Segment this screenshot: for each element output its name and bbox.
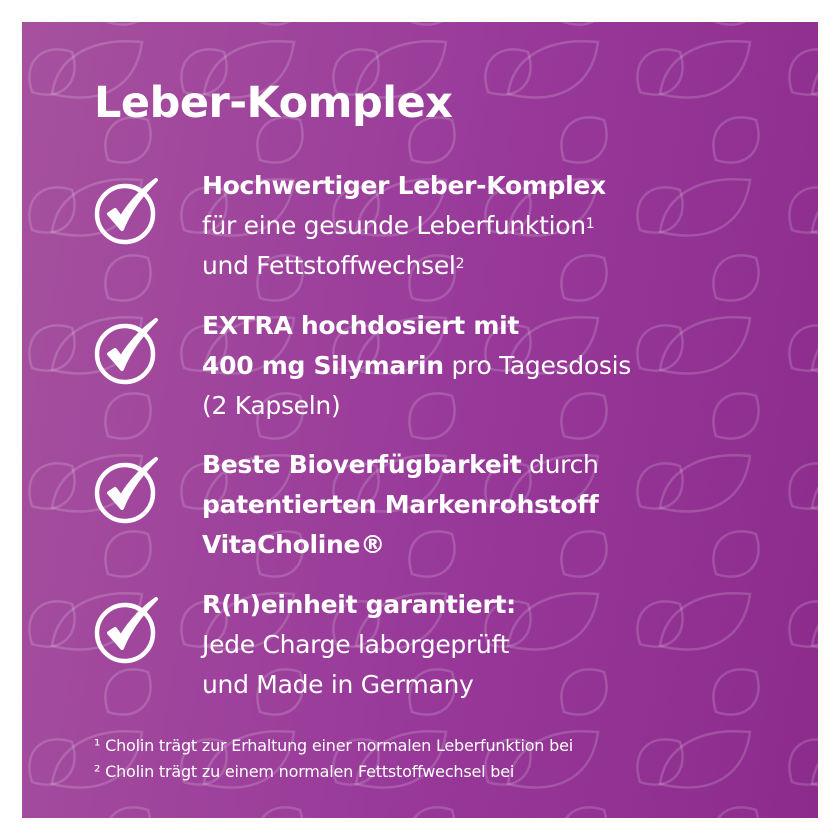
footnote-marker: 1 bbox=[585, 216, 595, 232]
feature-line: (2 Kapseln) bbox=[202, 386, 631, 426]
feature-line: 400 mg Silymarin pro Tagesdosis bbox=[202, 346, 631, 386]
feature-line: patentierten Markenrohstoff bbox=[202, 485, 599, 525]
footnote-1: ¹ Cholin trägt zur Erhaltung einer norma… bbox=[94, 736, 573, 755]
feature-line: und Fettstoffwechsel2 bbox=[202, 246, 606, 286]
footnote-marker: 2 bbox=[455, 256, 465, 272]
check-circle-icon bbox=[94, 457, 158, 524]
feature-text: EXTRA hochdosiert mit 400 mg Silymarin pr… bbox=[202, 306, 631, 426]
feature-text: Beste Bioverfügbarkeit durch patentierten… bbox=[202, 445, 599, 565]
feature-line: Beste Bioverfügbarkeit durch bbox=[202, 445, 599, 485]
feature-line: Hochwertiger Leber-Komplex bbox=[202, 166, 606, 206]
feature-text-segment: pro Tagesdosis bbox=[443, 351, 631, 380]
feature-text-segment: und Made in Germany bbox=[202, 670, 474, 699]
feature-line: VitaCholine® bbox=[202, 525, 599, 565]
feature-line: und Made in Germany bbox=[202, 665, 516, 705]
feature-text-segment: Hochwertiger Leber-Komplex bbox=[202, 171, 606, 200]
check-circle-icon bbox=[94, 178, 158, 245]
feature-text-segment: Beste Bioverfügbarkeit bbox=[202, 450, 522, 479]
feature-line: Jede Charge laborgeprüft bbox=[202, 625, 516, 665]
feature-text-segment: patentierten Markenrohstoff bbox=[202, 490, 599, 519]
feature-text: R(h)einheit garantiert: Jede Charge labor… bbox=[202, 585, 516, 705]
check-circle-icon bbox=[94, 318, 158, 385]
info-card: Leber-Komplex Hochwertiger Leber-Komplex… bbox=[22, 22, 818, 818]
feature-text: Hochwertiger Leber-Komplex für eine gesun… bbox=[202, 166, 606, 286]
check-circle-icon bbox=[94, 597, 158, 664]
feature-text-segment: EXTRA hochdosiert mit bbox=[202, 311, 520, 340]
feature-text-segment: und Fettstoffwechsel bbox=[202, 251, 456, 280]
feature-line: EXTRA hochdosiert mit bbox=[202, 306, 631, 346]
page-title: Leber-Komplex bbox=[94, 78, 453, 128]
feature-text-segment: R(h)einheit garantiert: bbox=[202, 590, 516, 619]
feature-text-segment: 400 mg Silymarin bbox=[202, 351, 444, 380]
feature-text-segment: Jede Charge laborgeprüft bbox=[202, 630, 510, 659]
feature-text-segment: durch bbox=[521, 450, 599, 479]
feature-line: R(h)einheit garantiert: bbox=[202, 585, 516, 625]
leaf-pattern-background bbox=[22, 22, 818, 818]
footnote-2: ² Cholin trägt zu einem normalen Fettsto… bbox=[94, 762, 515, 781]
feature-text-segment: VitaCholine® bbox=[202, 530, 385, 559]
feature-text-segment: für eine gesunde Leberfunktion bbox=[202, 211, 586, 240]
feature-text-segment: (2 Kapseln) bbox=[202, 391, 341, 420]
feature-line: für eine gesunde Leberfunktion1 bbox=[202, 206, 606, 246]
